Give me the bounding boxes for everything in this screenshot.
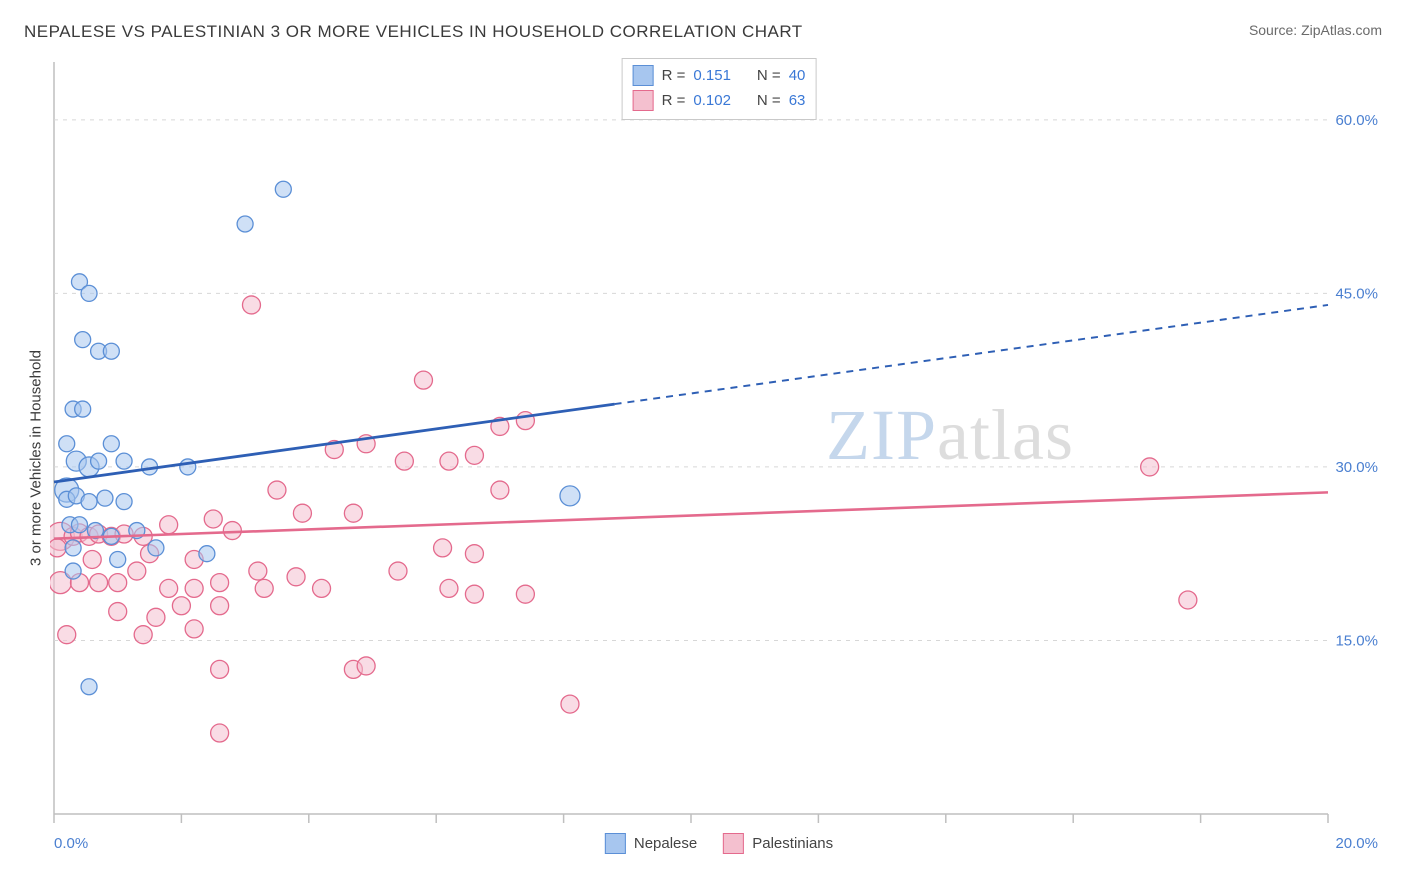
series-legend-item: Nepalese (605, 833, 697, 854)
svg-text:15.0%: 15.0% (1335, 632, 1378, 649)
svg-text:20.0%: 20.0% (1335, 835, 1378, 852)
svg-text:45.0%: 45.0% (1335, 285, 1378, 302)
r-label: R = (662, 92, 686, 109)
legend-label: Palestinians (752, 835, 833, 852)
correlation-legend-row: R = 0.151 N = 40 (633, 63, 806, 88)
r-value: 0.151 (693, 67, 731, 84)
legend-swatch (633, 65, 654, 86)
correlation-legend: R = 0.151 N = 40 R = 0.102 N = 63 (622, 58, 817, 120)
chart-container: NEPALESE VS PALESTINIAN 3 OR MORE VEHICL… (0, 0, 1406, 892)
plot-area: 3 or more Vehicles in Household 15.0%30.… (50, 58, 1388, 858)
series-legend: Nepalese Palestinians (605, 833, 833, 854)
svg-text:0.0%: 0.0% (54, 835, 88, 852)
series-legend-item: Palestinians (723, 833, 833, 854)
chart-svg: 15.0% 30.0% 45.0% 60.0% 0.0% 20.0% (50, 58, 1388, 858)
source-attribution: Source: ZipAtlas.com (1249, 22, 1382, 38)
legend-swatch (605, 833, 626, 854)
n-value: 63 (789, 92, 806, 109)
n-value: 40 (789, 67, 806, 84)
svg-text:30.0%: 30.0% (1335, 459, 1378, 476)
correlation-legend-row: R = 0.102 N = 63 (633, 88, 806, 113)
legend-swatch (633, 90, 654, 111)
r-label: R = (662, 67, 686, 84)
svg-text:60.0%: 60.0% (1335, 112, 1378, 129)
r-value: 0.102 (693, 92, 731, 109)
chart-title: NEPALESE VS PALESTINIAN 3 OR MORE VEHICL… (24, 22, 803, 42)
n-label: N = (757, 92, 781, 109)
legend-swatch (723, 833, 744, 854)
legend-label: Nepalese (634, 835, 697, 852)
n-label: N = (757, 67, 781, 84)
y-axis-label: 3 or more Vehicles in Household (28, 350, 45, 566)
